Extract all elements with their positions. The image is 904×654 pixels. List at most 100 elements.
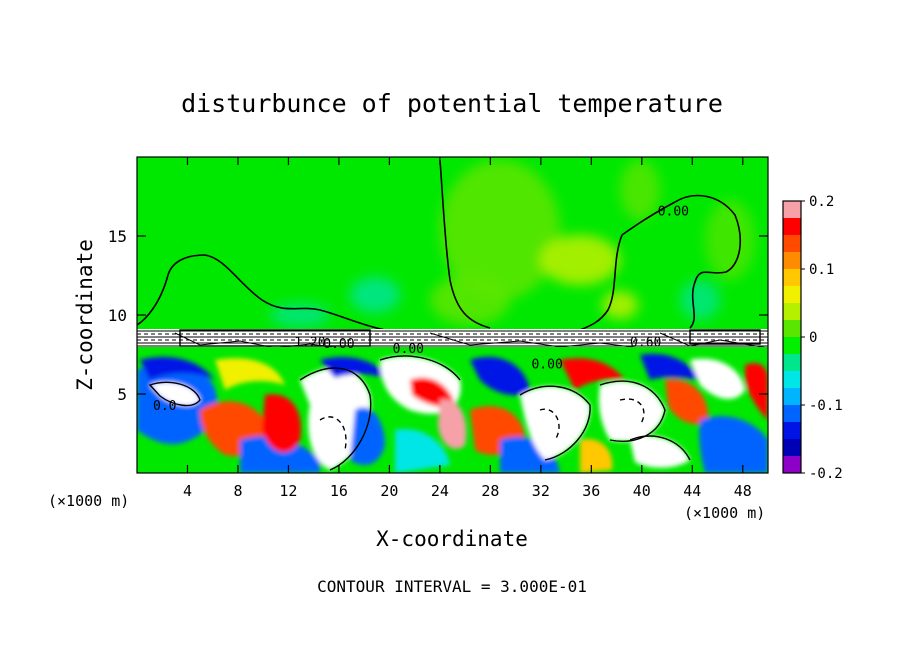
- x-tick-label: 16: [330, 482, 348, 500]
- x-tick-label: 8: [233, 482, 242, 500]
- contour-line: [174, 332, 346, 350]
- eddy-blue: [470, 356, 530, 396]
- colorbar-swatch: [783, 405, 801, 423]
- contour-interval-note: CONTOUR INTERVAL = 3.000E-01: [317, 577, 587, 596]
- upper-patch: [602, 291, 638, 319]
- eddy-yellow: [215, 358, 285, 390]
- eddy-blue: [640, 353, 700, 380]
- contour-line: [179, 329, 371, 347]
- colorbar-tick-label: -0.2: [809, 466, 843, 482]
- eddy-white: [520, 386, 591, 460]
- upper-patch: [680, 280, 720, 320]
- y-tick-label: 5: [117, 385, 127, 404]
- contour-line: [299, 367, 372, 471]
- contour-line: [539, 408, 560, 441]
- upper-contours: [137, 159, 742, 331]
- x-tick-label: 48: [734, 482, 752, 500]
- x-tick-label: 40: [633, 482, 651, 500]
- x-unit-right: (×1000 m): [684, 504, 765, 522]
- upper-patch: [620, 160, 660, 220]
- contour-line: [689, 329, 761, 345]
- x-tick-label: 32: [532, 482, 550, 500]
- x-tick-label: 36: [582, 482, 600, 500]
- colorbar-tick-label: 0.1: [809, 262, 834, 278]
- x-axis-label: X-coordinate: [376, 527, 528, 551]
- eddy-blue: [320, 357, 395, 385]
- colorbar-tick-label: 0: [809, 330, 817, 346]
- x-tick-label: 28: [481, 482, 499, 500]
- eddy-blue: [240, 436, 320, 473]
- eddy-red: [665, 379, 709, 425]
- contour-label: 0.00: [531, 358, 562, 373]
- colorbar-swatch: [783, 388, 801, 406]
- eddy-white: [690, 358, 745, 400]
- x-unit-left: (×1000 m): [48, 492, 129, 510]
- x-tick-label: 24: [431, 482, 449, 500]
- contour-line: [429, 332, 641, 349]
- contour-line: [519, 385, 591, 461]
- colorbar-swatch: [783, 286, 801, 304]
- colorbar-swatch: [783, 439, 801, 457]
- x-axis: 4 8 12 16 20 24 28 32 36 40 44 48: [183, 157, 752, 500]
- y-tick-label: 10: [108, 306, 127, 325]
- eddy-white: [599, 381, 665, 442]
- contour-line: [621, 194, 742, 329]
- upper-patch: [440, 160, 560, 300]
- y-axis-label: Z-coordinate: [73, 239, 97, 391]
- upper-patch: [350, 277, 400, 313]
- colorbar-swatch: [783, 201, 801, 219]
- contour-line: [599, 380, 666, 442]
- lower-contours: [148, 355, 691, 471]
- eddy-blue: [500, 436, 560, 473]
- contour-line: [619, 398, 645, 426]
- contour-line: [629, 435, 691, 461]
- eddy-blue: [699, 416, 768, 473]
- contour-label: -0.60: [622, 336, 661, 351]
- upper-patch: [270, 303, 330, 327]
- y-axis: 5 10 15: [108, 227, 768, 404]
- contour-label: 1.20: [294, 336, 325, 351]
- contour-line: [319, 416, 347, 451]
- contour-label: 0.00: [323, 337, 354, 352]
- eddy-blue: [140, 356, 215, 380]
- colorbar-swatch: [783, 269, 801, 287]
- upper-patch: [430, 275, 510, 325]
- contour-line: [137, 254, 386, 331]
- colorbar-swatch: [783, 371, 801, 389]
- colorbar-swatch: [783, 235, 801, 253]
- eddy-red: [745, 363, 768, 420]
- plot-area: [137, 157, 768, 473]
- colorbar-swatch: [783, 320, 801, 338]
- contour-line: [148, 381, 201, 407]
- contour-label: 0.00: [393, 342, 424, 357]
- contour-label: 0.00: [658, 204, 689, 219]
- colorbar-swatch: [783, 337, 801, 355]
- eddy-blue: [350, 407, 385, 465]
- eddy-white: [150, 382, 200, 406]
- chart-title: disturbunce of potential temperature: [181, 89, 723, 118]
- colorbar-tick-label: -0.1: [809, 398, 843, 414]
- x-tick-label: 20: [380, 482, 398, 500]
- contour-line: [579, 234, 623, 331]
- contour-line: [379, 355, 461, 381]
- colorbar-swatch: [783, 422, 801, 440]
- colorbar-swatch: [783, 303, 801, 321]
- colorbar-swatch: [783, 456, 801, 474]
- eddy-red: [262, 394, 301, 453]
- x-tick-label: 44: [683, 482, 701, 500]
- y-tick-label: 15: [108, 227, 127, 246]
- upper-patch: [705, 200, 755, 280]
- colorbar-swatch: [783, 218, 801, 236]
- colorbar-swatch: [783, 252, 801, 270]
- eddy-cyan: [395, 429, 450, 473]
- inversion-contours: [137, 329, 768, 350]
- x-tick-label: 12: [279, 482, 297, 500]
- contour-line: [439, 159, 491, 329]
- colorbar-tick-label: 0.2: [809, 194, 834, 210]
- eddy-orange: [580, 439, 613, 473]
- eddy-red: [560, 358, 625, 390]
- x-tick-label: 4: [183, 482, 192, 500]
- contour-label: 0.0: [153, 399, 176, 414]
- upper-layer-patches: [270, 160, 755, 327]
